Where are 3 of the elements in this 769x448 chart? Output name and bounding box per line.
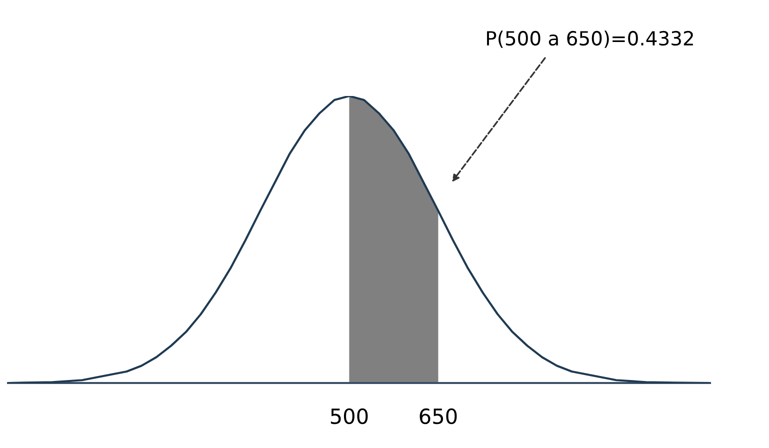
x-tick-label: 650	[420, 408, 457, 424]
x-tick-label: 500	[330, 408, 368, 424]
text: P(500 a 650)=0.4332	[487, 30, 693, 48]
